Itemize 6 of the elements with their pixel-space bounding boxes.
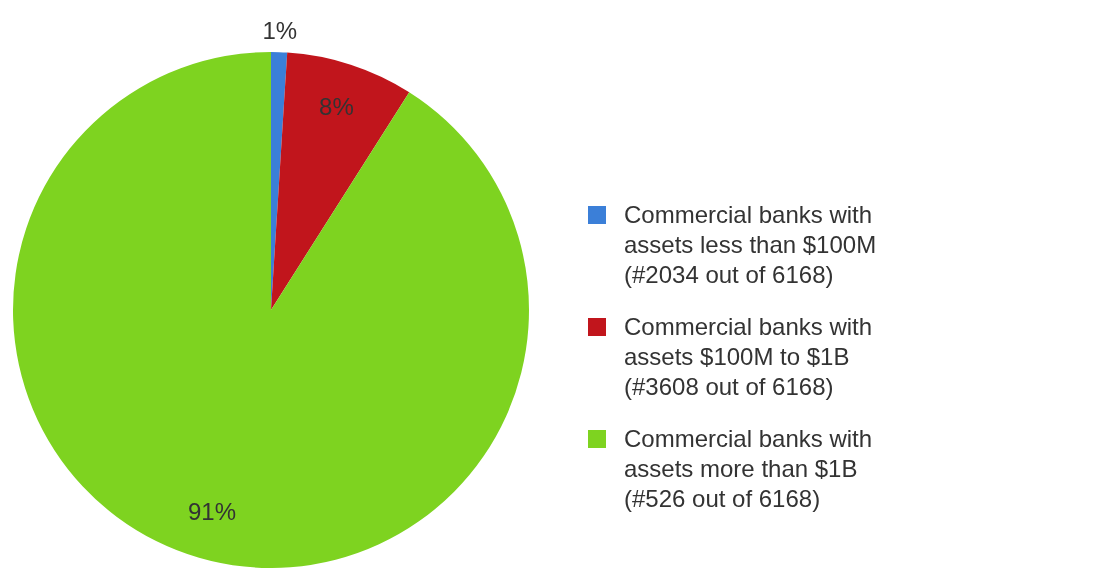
legend-label: Commercial banks with assets more than $1B (#526 out of 6168)	[624, 424, 874, 514]
data-label: 1%	[262, 16, 298, 44]
data-label: 8%	[319, 93, 354, 121]
legend-label: Commercial banks with assets $100M to $1B (#3608 out of 6168)	[624, 312, 874, 402]
legend-label: Commercial banks with assets less than $100M (#2034 out of 6168)	[624, 200, 878, 290]
data-label: 91%	[187, 497, 236, 525]
